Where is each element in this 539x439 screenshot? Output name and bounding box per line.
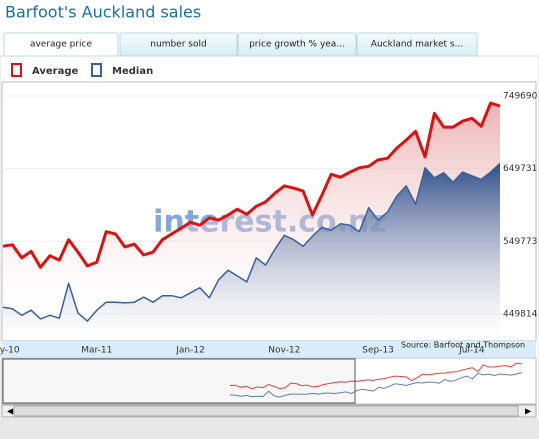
tab-label[interactable]: Auckland market s... xyxy=(371,40,463,50)
x-axis-strip xyxy=(2,341,536,357)
scroll-left[interactable]: ◀ xyxy=(7,407,14,416)
y-tick-label: 549773 xyxy=(503,237,537,247)
x-tick-label: Jan-12 xyxy=(175,346,205,356)
plot xyxy=(2,101,501,340)
legend-icon xyxy=(11,63,22,77)
tab[interactable] xyxy=(119,32,238,57)
tab-label[interactable]: number sold xyxy=(150,40,206,50)
scroll-right[interactable]: ▶ xyxy=(525,407,532,416)
series-line xyxy=(2,101,501,269)
series-area xyxy=(3,163,500,340)
y-tick-label: 649731 xyxy=(503,164,537,174)
navigator-window xyxy=(2,358,356,404)
legend-label: Average xyxy=(32,66,79,77)
x-tick-label: Nov-12 xyxy=(268,346,300,356)
tab-label[interactable]: average price xyxy=(30,40,93,50)
scrollbar-thumb[interactable] xyxy=(13,405,519,417)
x-tick-label: Sep-13 xyxy=(362,346,394,356)
x-tick-label: Jul-14 xyxy=(458,346,485,356)
footer xyxy=(0,418,539,439)
y-tick-label: 449814 xyxy=(503,309,538,319)
tab-label[interactable]: price growth % yea... xyxy=(249,40,345,50)
tab[interactable] xyxy=(3,32,119,57)
series-line xyxy=(2,162,501,322)
navigator-line xyxy=(229,362,523,390)
tab[interactable] xyxy=(237,32,357,57)
x-tick-label: May-10 xyxy=(0,346,20,356)
y-tick-label: 749690 xyxy=(503,92,538,102)
legend-label: Median xyxy=(112,66,153,77)
source: Source: Barfoot and Thompson xyxy=(401,341,525,350)
legend-icon xyxy=(91,63,102,77)
x-tick-label: Mar-11 xyxy=(81,346,112,356)
title: Barfoot's Auckland sales xyxy=(5,3,201,22)
tab[interactable] xyxy=(356,32,478,57)
navigator-line xyxy=(229,372,523,398)
